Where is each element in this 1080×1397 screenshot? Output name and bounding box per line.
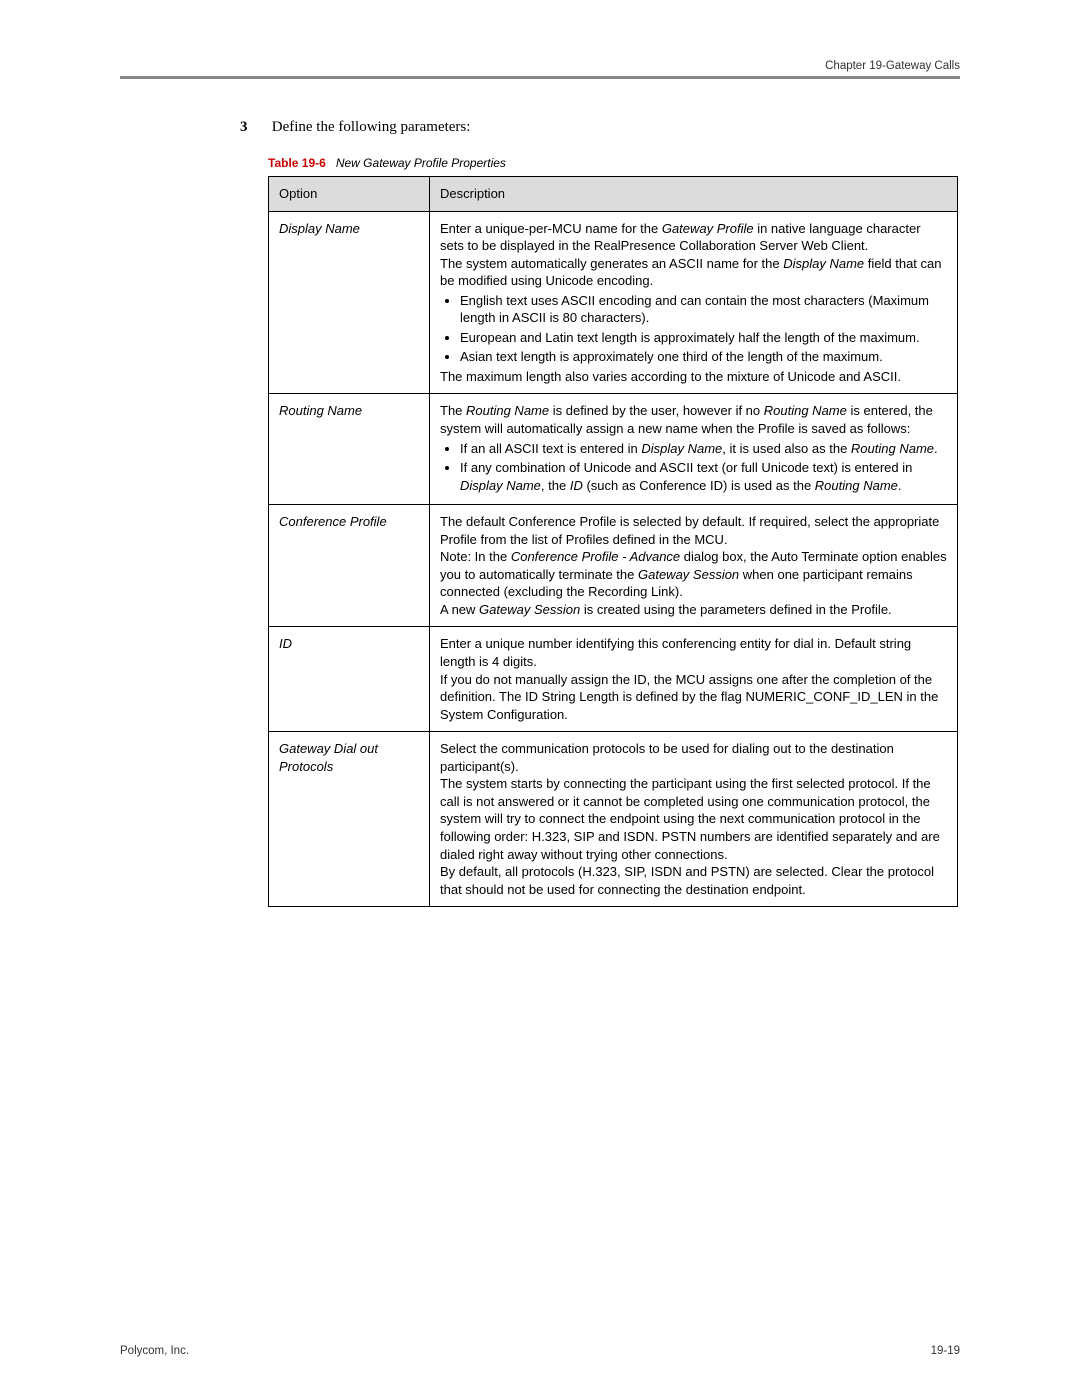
step-text: Define the following parameters: [272, 119, 471, 135]
table-row: Conference Profile The default Conferenc… [269, 505, 958, 627]
list-item: If an all ASCII text is entered in Displ… [460, 440, 947, 458]
list-item: European and Latin text length is approx… [460, 329, 947, 347]
option-cell: ID [269, 627, 430, 732]
step-number: 3 [240, 119, 268, 136]
table-row: Display Name Enter a unique-per-MCU name… [269, 211, 958, 394]
list-item: If any combination of Unicode and ASCII … [460, 459, 947, 494]
bullet-list: If an all ASCII text is entered in Displ… [440, 440, 947, 495]
option-cell: Routing Name [269, 394, 430, 505]
caption-label: Table 19-6 [268, 156, 326, 170]
footer-page-number: 19-19 [931, 1345, 960, 1357]
description-cell: Enter a unique-per-MCU name for the Gate… [430, 211, 958, 394]
caption-text: New Gateway Profile Properties [336, 156, 506, 170]
header-description: Description [430, 177, 958, 212]
option-cell: Gateway Dial out Protocols [269, 732, 430, 907]
page-footer: Polycom, Inc. 19-19 [120, 1345, 960, 1357]
list-item: Asian text length is approximately one t… [460, 348, 947, 366]
option-cell: Display Name [269, 211, 430, 394]
footer-company: Polycom, Inc. [120, 1345, 189, 1357]
table-row: Gateway Dial out Protocols Select the co… [269, 732, 958, 907]
description-cell: Select the communication protocols to be… [430, 732, 958, 907]
page: Chapter 19-Gateway Calls 3 Define the fo… [0, 0, 1080, 1397]
table-header-row: Option Description [269, 177, 958, 212]
bullet-list: English text uses ASCII encoding and can… [440, 292, 947, 366]
step-line: 3 Define the following parameters: [240, 119, 960, 136]
table-row: ID Enter a unique number identifying thi… [269, 627, 958, 732]
chapter-header: Chapter 19-Gateway Calls [120, 60, 960, 72]
list-item: English text uses ASCII encoding and can… [460, 292, 947, 327]
table-caption: Table 19-6 New Gateway Profile Propertie… [268, 156, 960, 170]
header-option: Option [269, 177, 430, 212]
description-cell: The Routing Name is defined by the user,… [430, 394, 958, 505]
properties-table: Option Description Display Name Enter a … [268, 176, 958, 907]
table-row: Routing Name The Routing Name is defined… [269, 394, 958, 505]
header-rule [120, 76, 960, 79]
option-cell: Conference Profile [269, 505, 430, 627]
description-cell: Enter a unique number identifying this c… [430, 627, 958, 732]
description-cell: The default Conference Profile is select… [430, 505, 958, 627]
